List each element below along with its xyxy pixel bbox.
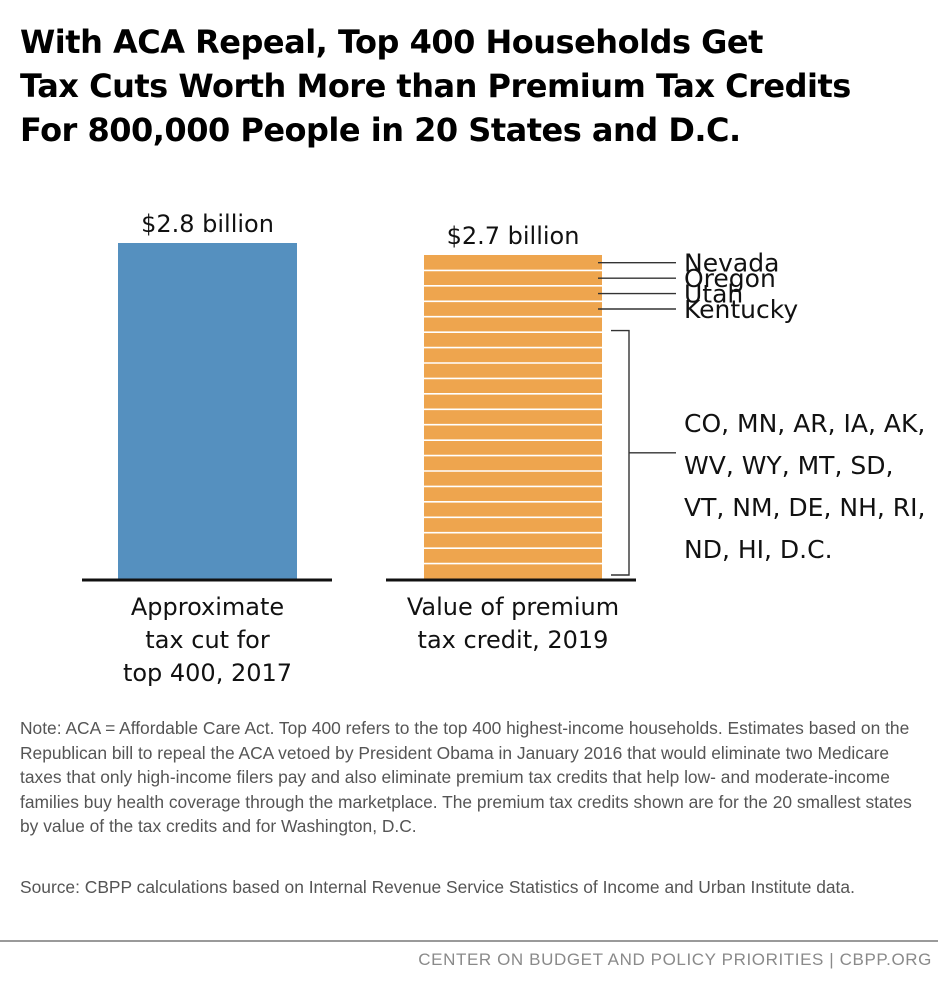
footer-credit: CENTER ON BUDGET AND POLICY PRIORITIES |…: [418, 950, 932, 969]
chart-note: Note: ACA = Affordable Care Act. Top 400…: [20, 718, 912, 836]
category-label-line: tax cut for: [145, 626, 270, 654]
callout-label-oregon: Oregon: [684, 264, 776, 293]
title-line-1: With ACA Repeal, Top 400 Households Get: [20, 23, 763, 61]
bar-2: [424, 255, 602, 579]
category-label-line: tax credit, 2019: [418, 626, 609, 654]
group-label-line: ND, HI, D.C.: [684, 535, 833, 564]
title-line-2: Tax Cuts Worth More than Premium Tax Cre…: [20, 67, 851, 105]
footer-divider: [0, 940, 938, 942]
group-label-line: VT, NM, DE, NH, RI,: [684, 493, 925, 522]
bar-chart: $2.8 billion Approximate tax cut for top 40…: [82, 210, 925, 687]
group-label-line: CO, MN, AR, IA, AK,: [684, 409, 925, 438]
callout-label-utah: Utah: [684, 280, 743, 309]
callout-label-nevada: Nevada: [684, 249, 779, 278]
group-bracket: [611, 329, 630, 576]
title-line-3: For 800,000 People in 20 States and D.C.: [20, 111, 741, 149]
callout-label-kentucky: Kentucky: [684, 295, 798, 324]
category-label-line: top 400, 2017: [123, 659, 292, 687]
category-label-line: Approximate: [131, 593, 284, 621]
bar-value-label-1: $2.8 billion: [141, 210, 274, 238]
bar-value-label-2: $2.7 billion: [447, 222, 580, 250]
category-label-line: Value of premium: [407, 593, 619, 621]
bar-1: [118, 243, 297, 579]
chart-title: With ACA Repeal, Top 400 Households Get …: [20, 20, 925, 152]
group-label-line: WV, WY, MT, SD,: [684, 451, 893, 480]
chart-source: Source: CBPP calculations based on Inter…: [20, 877, 855, 897]
